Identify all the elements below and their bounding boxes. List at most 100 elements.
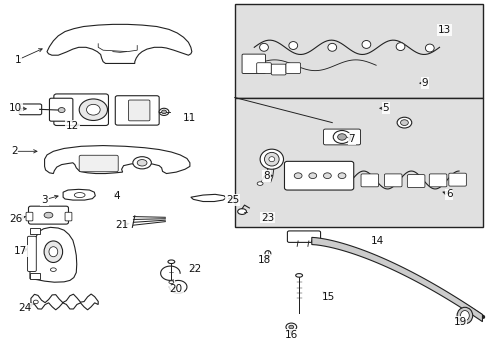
FancyBboxPatch shape [79, 155, 118, 172]
FancyBboxPatch shape [284, 161, 353, 190]
Ellipse shape [33, 300, 38, 304]
Ellipse shape [159, 108, 168, 116]
Ellipse shape [361, 41, 370, 48]
FancyBboxPatch shape [49, 98, 73, 121]
Ellipse shape [133, 157, 151, 169]
Ellipse shape [400, 120, 407, 126]
Text: 15: 15 [321, 292, 334, 302]
Ellipse shape [294, 173, 302, 179]
Ellipse shape [74, 193, 85, 198]
Text: 1: 1 [15, 55, 21, 65]
Bar [234, 4, 483, 98]
FancyBboxPatch shape [360, 174, 378, 187]
Ellipse shape [264, 152, 279, 166]
FancyBboxPatch shape [256, 63, 271, 73]
Ellipse shape [257, 182, 263, 185]
Ellipse shape [327, 43, 336, 51]
Ellipse shape [337, 173, 345, 179]
Text: 18: 18 [257, 255, 270, 265]
Ellipse shape [456, 307, 472, 324]
Ellipse shape [425, 44, 433, 52]
Text: 20: 20 [169, 284, 183, 294]
Text: 8: 8 [263, 171, 269, 181]
FancyBboxPatch shape [19, 104, 41, 115]
Ellipse shape [288, 325, 293, 329]
Polygon shape [311, 237, 482, 321]
FancyBboxPatch shape [384, 174, 401, 187]
Polygon shape [31, 294, 98, 310]
Text: 6: 6 [445, 189, 452, 199]
Text: 2: 2 [11, 146, 18, 156]
Text: 9: 9 [421, 78, 427, 88]
Polygon shape [44, 145, 189, 174]
Ellipse shape [137, 159, 147, 166]
FancyBboxPatch shape [128, 100, 150, 121]
Text: 4: 4 [113, 191, 120, 201]
Ellipse shape [268, 157, 274, 162]
Polygon shape [19, 108, 21, 111]
FancyBboxPatch shape [65, 212, 72, 221]
Ellipse shape [260, 149, 283, 169]
Text: 5: 5 [382, 103, 388, 113]
Text: 24: 24 [19, 303, 32, 314]
Ellipse shape [44, 212, 53, 218]
Polygon shape [190, 194, 225, 202]
FancyBboxPatch shape [242, 54, 265, 73]
Text: 13: 13 [437, 25, 450, 35]
FancyBboxPatch shape [407, 175, 424, 188]
Ellipse shape [259, 43, 268, 51]
Text: 11: 11 [183, 113, 196, 123]
Text: 10: 10 [9, 103, 22, 113]
Ellipse shape [295, 274, 302, 277]
Ellipse shape [79, 99, 107, 121]
Text: 19: 19 [452, 317, 466, 327]
Text: 3: 3 [41, 195, 48, 205]
Text: 22: 22 [188, 264, 201, 274]
FancyBboxPatch shape [271, 64, 285, 75]
Text: 14: 14 [370, 236, 383, 246]
Ellipse shape [237, 209, 246, 215]
Ellipse shape [396, 117, 411, 128]
FancyBboxPatch shape [54, 94, 108, 126]
Polygon shape [30, 227, 77, 282]
Ellipse shape [161, 110, 166, 114]
FancyBboxPatch shape [285, 63, 300, 73]
Ellipse shape [395, 42, 404, 50]
Ellipse shape [323, 173, 330, 179]
Polygon shape [47, 24, 191, 63]
Ellipse shape [288, 41, 297, 49]
Polygon shape [63, 189, 95, 200]
Ellipse shape [308, 173, 316, 179]
Ellipse shape [167, 260, 174, 264]
Ellipse shape [332, 131, 350, 143]
Ellipse shape [49, 247, 58, 257]
Text: 12: 12 [66, 121, 80, 131]
FancyBboxPatch shape [428, 174, 446, 187]
FancyBboxPatch shape [26, 212, 33, 221]
Ellipse shape [44, 241, 62, 262]
FancyBboxPatch shape [323, 129, 360, 145]
FancyBboxPatch shape [448, 173, 466, 186]
Ellipse shape [50, 268, 56, 271]
FancyBboxPatch shape [27, 236, 36, 271]
Bar [30, 228, 40, 234]
Text: 25: 25 [226, 195, 239, 205]
FancyBboxPatch shape [115, 96, 159, 125]
Ellipse shape [460, 311, 468, 320]
FancyBboxPatch shape [28, 206, 68, 224]
Text: 7: 7 [348, 134, 354, 144]
Bar [30, 273, 40, 279]
Ellipse shape [264, 251, 270, 256]
Text: 21: 21 [115, 220, 128, 230]
FancyBboxPatch shape [287, 231, 320, 242]
Bar [234, 98, 483, 226]
Ellipse shape [285, 323, 296, 331]
Text: 26: 26 [10, 214, 23, 224]
Ellipse shape [168, 281, 173, 284]
Ellipse shape [58, 108, 65, 113]
Text: 16: 16 [284, 330, 297, 340]
Text: 23: 23 [261, 213, 274, 222]
Ellipse shape [86, 104, 100, 115]
Ellipse shape [337, 134, 346, 140]
Text: 17: 17 [14, 246, 27, 256]
